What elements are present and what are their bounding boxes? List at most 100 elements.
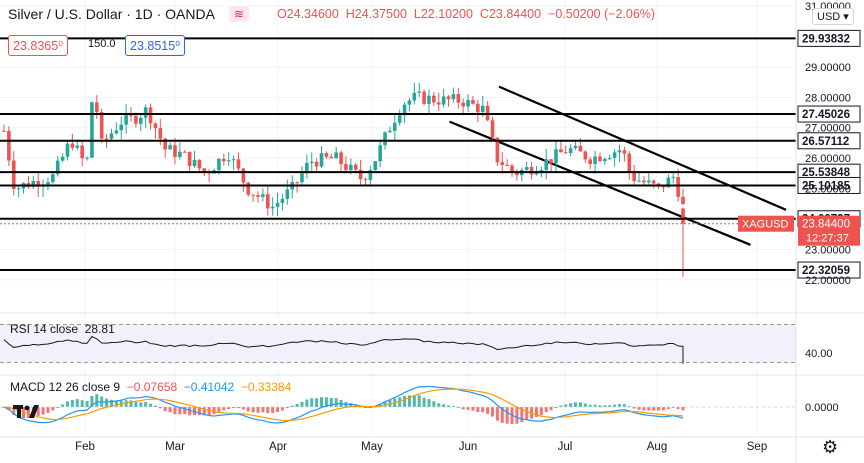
macd-histogram-bar xyxy=(114,400,118,407)
macd-histogram-bar xyxy=(471,407,475,411)
macd-legend[interactable]: MACD 12 26 close 9 −0.07658 −0.41042 −0.… xyxy=(10,380,291,394)
candle-body xyxy=(505,164,509,166)
candle-body xyxy=(241,168,246,183)
chart-header: Silver / U.S. Dollar · 1D · OANDA ≋ O24.… xyxy=(8,6,655,22)
macd-histogram-bar xyxy=(559,405,563,407)
candle-body xyxy=(495,137,500,163)
gear-icon[interactable]: ⚙ xyxy=(822,437,839,457)
macd-histogram-bar xyxy=(320,397,324,407)
macd-histogram-bar xyxy=(666,407,670,409)
macd-histogram-bar xyxy=(388,399,392,407)
level-label-box xyxy=(797,132,861,150)
macd-histogram-bar xyxy=(26,407,30,419)
candle-body xyxy=(588,159,592,164)
macd-line xyxy=(3,385,684,424)
macd-histogram-bar xyxy=(486,407,490,414)
macd-histogram-bar xyxy=(427,399,431,407)
grid xyxy=(0,0,796,435)
buy-button[interactable]: 23.8515⁰ xyxy=(125,35,186,56)
macd-histogram-bar xyxy=(407,395,411,407)
candle-body xyxy=(417,91,422,93)
macd-histogram-bar xyxy=(300,401,304,407)
candle-body xyxy=(7,130,11,161)
month-label: Mar xyxy=(165,441,185,453)
candle-body xyxy=(319,153,324,167)
candle-body xyxy=(231,159,236,161)
sell-button[interactable]: 23.8365⁰ xyxy=(8,35,69,56)
candle-body xyxy=(622,150,627,154)
channel-upper-line xyxy=(498,85,787,211)
candle-body xyxy=(554,149,558,164)
candle-body xyxy=(407,100,412,105)
candle-body xyxy=(134,115,138,124)
candle-body xyxy=(666,177,671,188)
candle-body xyxy=(647,180,651,183)
level-label: 22.32059 xyxy=(802,265,850,277)
candle-body xyxy=(402,104,407,116)
candle-body xyxy=(656,183,661,185)
candle-body xyxy=(158,128,163,139)
candle-body xyxy=(143,107,148,118)
candle-body xyxy=(607,157,612,159)
macd-histogram-bar xyxy=(329,397,333,407)
macd-histogram-bar xyxy=(476,407,480,413)
macd-histogram-bar xyxy=(153,405,157,407)
macd-histogram-bar xyxy=(241,407,245,410)
macd-histogram-bar xyxy=(70,399,74,407)
symbol-title[interactable]: Silver / U.S. Dollar · 1D · OANDA xyxy=(8,6,215,22)
candle-body xyxy=(226,160,231,162)
candle-body xyxy=(578,145,583,152)
candle-body xyxy=(534,172,539,175)
rsi-label: RSI 14 close xyxy=(10,322,79,336)
signal-line xyxy=(3,388,684,422)
macd-histogram-bar xyxy=(66,401,70,407)
lot-size: 150.0 xyxy=(88,38,116,50)
candle-body xyxy=(441,96,446,105)
level-label: 26.57112 xyxy=(802,136,849,148)
current-price-box xyxy=(798,215,860,246)
level-label: 29.93832 xyxy=(802,33,850,45)
macd-histogram-bar xyxy=(520,407,524,423)
macd-histogram-bar xyxy=(109,399,113,407)
candle-body xyxy=(461,102,465,107)
macd-histogram-bar xyxy=(280,407,284,411)
candle-body xyxy=(524,167,529,170)
candle-body xyxy=(549,159,553,164)
candle-body xyxy=(529,167,534,175)
macd-histogram-bar xyxy=(461,407,465,410)
candle-body xyxy=(632,171,636,182)
macd-histogram-bar xyxy=(466,407,470,410)
macd-histogram-bar xyxy=(139,402,143,407)
symbol-tag xyxy=(738,215,794,232)
macd-histogram-bar xyxy=(617,404,621,407)
macd-histogram-bar xyxy=(534,407,538,417)
level-label: 27.45026 xyxy=(802,109,850,121)
macd-histogram-bar xyxy=(647,407,651,411)
macd-histogram-bar xyxy=(246,407,250,412)
candle-body xyxy=(36,180,40,187)
wave-icon[interactable]: ≋ xyxy=(228,6,249,22)
candle-body xyxy=(681,208,685,224)
candle-body xyxy=(187,151,192,167)
macd-histogram-bar xyxy=(236,407,240,409)
candle-body xyxy=(99,112,104,139)
candle-body xyxy=(515,171,519,176)
macd-histogram-bar xyxy=(554,407,558,408)
macd-histogram-bar xyxy=(481,407,485,413)
candle-body xyxy=(270,206,275,209)
channel-lower-line xyxy=(449,120,751,246)
candle-body xyxy=(344,164,348,171)
macd-signal-value: −0.33384 xyxy=(240,380,292,394)
month-label: Aug xyxy=(647,441,667,453)
candle-body xyxy=(16,188,21,190)
candle-body xyxy=(466,99,470,107)
macd-histogram-bar xyxy=(583,403,587,407)
candle-body xyxy=(593,156,597,164)
candle-body xyxy=(197,159,202,169)
level-label-box xyxy=(797,261,861,279)
candle-body xyxy=(676,177,680,197)
candle-body xyxy=(236,159,241,169)
rsi-legend[interactable]: RSI 14 close 28.81 xyxy=(10,322,115,336)
currency-select[interactable]: USD ▾ xyxy=(812,8,854,25)
